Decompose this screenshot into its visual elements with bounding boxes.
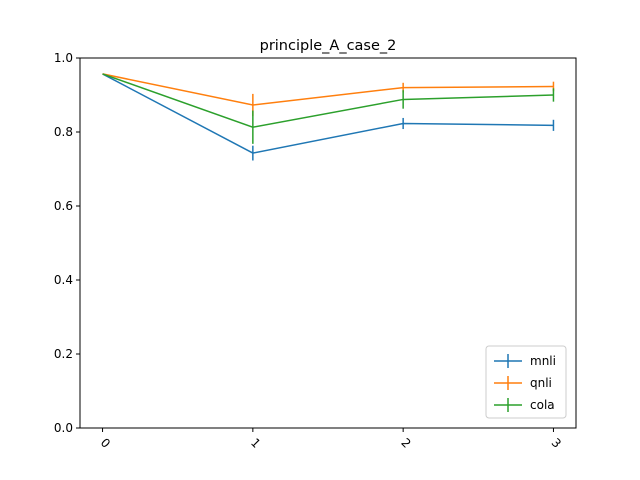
y-tick-label: 0.6 [54, 199, 73, 213]
y-tick-label: 0.2 [54, 347, 73, 361]
y-tick-label: 0.4 [54, 273, 73, 287]
y-tick-label: 0.8 [54, 125, 73, 139]
y-tick-label: 0.0 [54, 421, 73, 435]
y-tick-label: 1.0 [54, 51, 73, 65]
series-mnli [102, 73, 555, 161]
series-cola [102, 73, 555, 144]
series-line [102, 73, 554, 128]
chart-title: principle_A_case_2 [260, 38, 397, 54]
series-line [102, 73, 554, 154]
legend: mnli qnli cola [485, 345, 567, 419]
legend-box [485, 345, 567, 419]
legend-label: qnli [530, 376, 552, 390]
y-axis: 0.0 0.2 0.4 0.6 0.8 1.0 [54, 51, 80, 435]
legend-label: cola [530, 398, 555, 412]
axes-frame [79, 57, 577, 429]
series-layer [102, 73, 555, 161]
legend-label: mnli [530, 354, 556, 368]
series-line [102, 73, 554, 106]
